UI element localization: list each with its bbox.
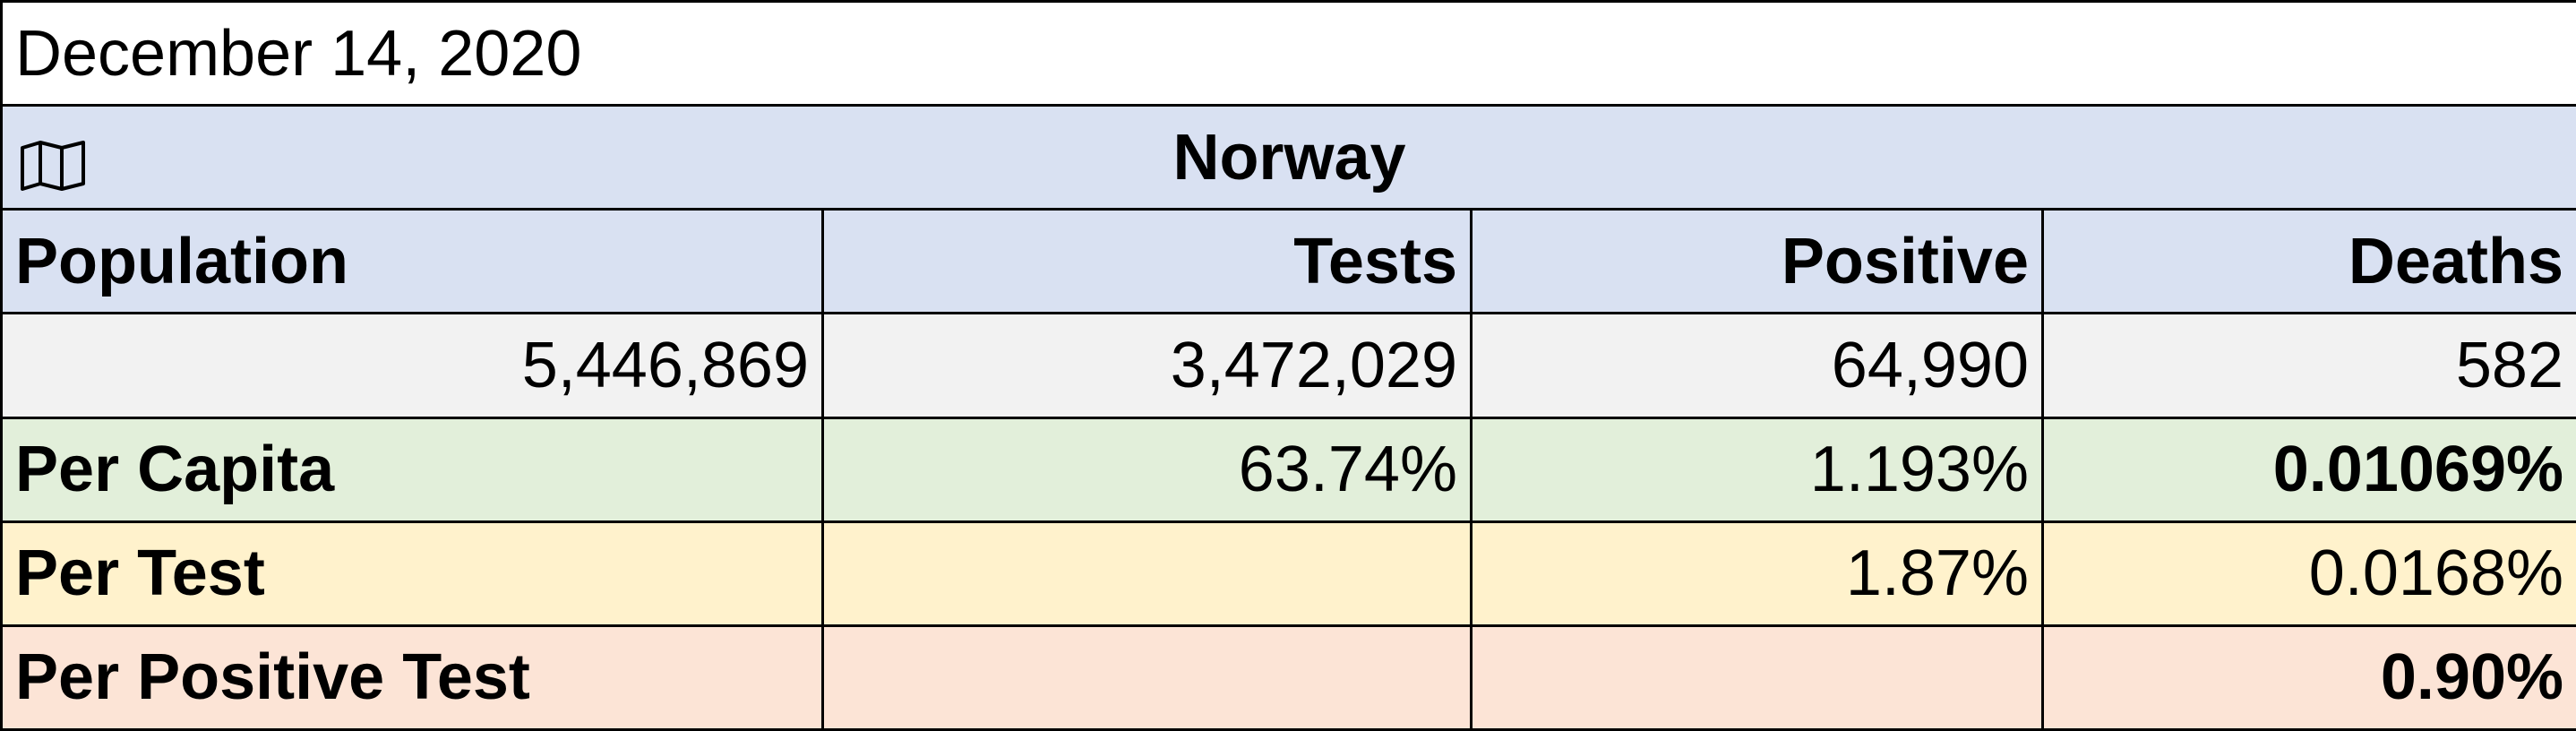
per-test-row: Per Test 1.87% 0.0168% [0,520,2576,627]
row-label: Per Positive Test [0,624,824,731]
map-icon[interactable] [19,139,90,193]
date: December 14, 2020 [0,0,2576,108]
column-header: Deaths [2040,208,2576,315]
count-cell: 64,990 [1470,312,2044,419]
rate-cell: 1.87% [1470,520,2044,627]
empty-cell [821,520,1473,627]
country-title: Norway [1172,121,1406,194]
country-cell: Norway [0,104,2576,211]
row-label: Per Test [0,520,824,627]
rate-cell: 1.193% [1470,416,2044,523]
empty-cell [1470,624,2044,731]
column-header: Positive [1470,208,2044,315]
count-cell: 3,472,029 [821,312,1473,419]
empty-cell [821,624,1473,731]
column-header: Tests [821,208,1473,315]
rate-cell: 63.74% [821,416,1473,523]
rate-cell: 0.90% [2040,624,2576,731]
count-cell: 582 [2040,312,2576,419]
count-cell: 5,446,869 [0,312,824,419]
rate-cell: 0.0168% [2040,520,2576,627]
header-row: Population Tests Positive Deaths [0,208,2576,315]
row-label: Per Capita [0,416,824,523]
title-row: Norway [0,104,2576,211]
column-header: Population [0,208,824,315]
rate-cell: 0.01069% [2040,416,2576,523]
per-capita-row: Per Capita 63.74% 1.193% 0.01069% [0,416,2576,523]
date-row: December 14, 2020 [0,0,2576,108]
per-positive-row: Per Positive Test 0.90% [0,624,2576,731]
counts-row: 5,446,869 3,472,029 64,990 582 [0,312,2576,419]
